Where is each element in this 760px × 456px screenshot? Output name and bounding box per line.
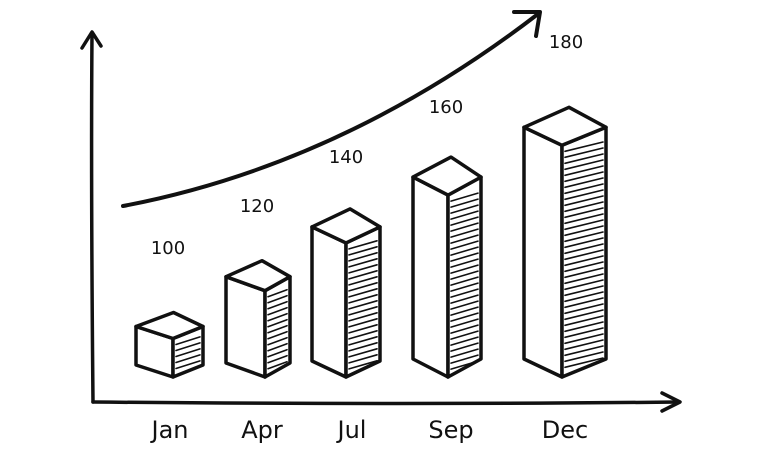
labels-group: 100 120 140 160 180 Jan Apr Jul Sep Dec <box>150 32 589 444</box>
x-axis-arrowhead <box>660 391 682 413</box>
y-axis-arrowhead <box>80 30 103 50</box>
bar-front-face <box>310 225 348 379</box>
trend-arrow <box>121 12 540 208</box>
data-label-dec: 180 <box>549 32 583 53</box>
y-axis <box>89 32 95 404</box>
bar-side-hatching <box>564 141 604 369</box>
bar-top-face <box>411 155 483 197</box>
data-label-sep: 160 <box>429 97 463 118</box>
bars-group <box>134 105 608 379</box>
x-tick-label-jul: Jul <box>336 416 367 444</box>
data-label-apr: 120 <box>240 196 274 217</box>
bar-front-face <box>411 175 450 379</box>
bar-dec <box>522 105 608 379</box>
bar-top-face <box>224 258 292 293</box>
x-tick-label-dec: Dec <box>542 416 588 444</box>
bar-top-face <box>310 207 382 245</box>
bar-front-face <box>522 125 564 379</box>
bar-front-face <box>224 274 267 379</box>
bar-jul <box>310 207 382 379</box>
trend-arrowhead <box>512 10 542 38</box>
bar-side-hatching <box>348 240 378 370</box>
x-axis <box>91 400 680 406</box>
bar-side-hatching <box>267 288 288 370</box>
bar-sep <box>411 155 483 379</box>
data-label-jul: 140 <box>329 147 363 168</box>
bar-top-face <box>134 310 205 341</box>
x-tick-label-jan: Jan <box>150 416 189 444</box>
bar-side-hatching <box>450 192 479 370</box>
bar-side-hatching <box>175 336 201 370</box>
data-label-jan: 100 <box>151 238 185 259</box>
bar-apr <box>224 258 292 379</box>
x-tick-label-apr: Apr <box>241 416 283 444</box>
bar-top-face <box>522 105 608 148</box>
x-tick-label-sep: Sep <box>428 416 473 444</box>
bar-jan <box>134 310 205 379</box>
